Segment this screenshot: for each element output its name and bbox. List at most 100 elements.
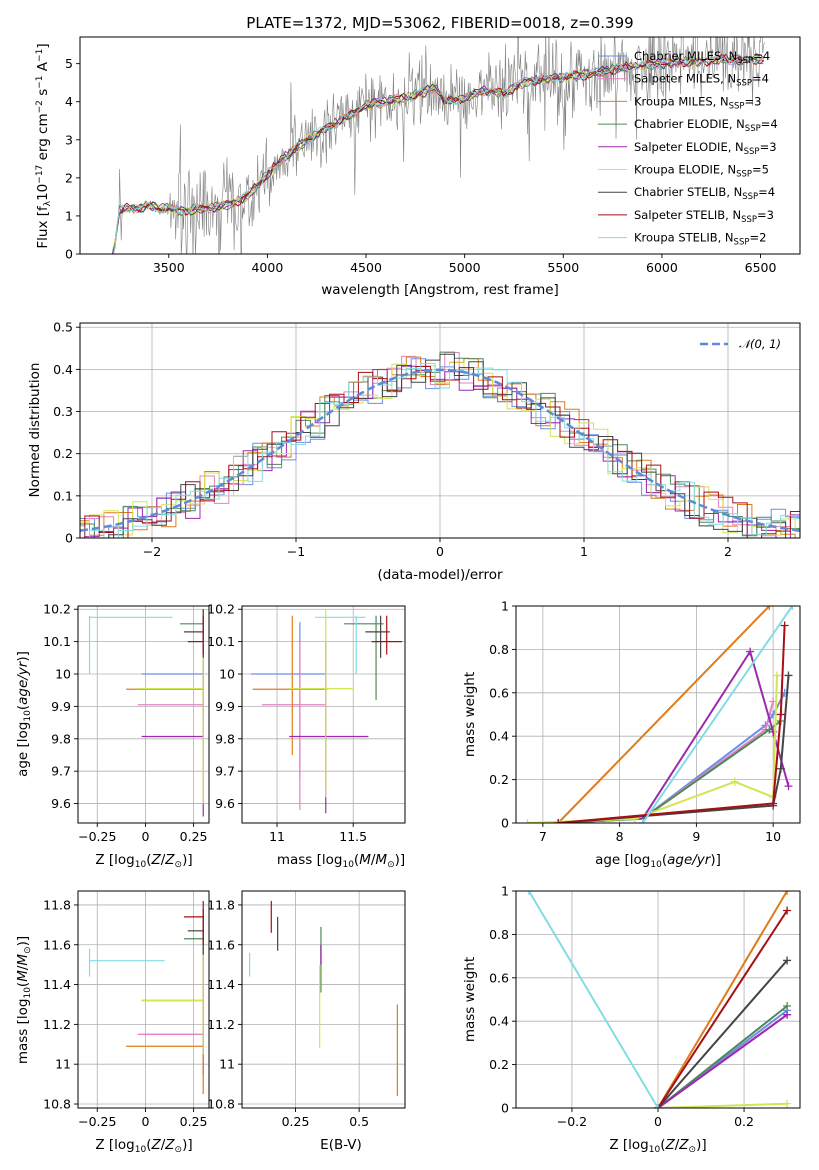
weight-series-line	[558, 692, 786, 823]
residual-histogram	[80, 363, 800, 538]
spectrum-x-axis-label: wavelength [Angstrom, rest frame]	[321, 282, 559, 298]
x-tick-label: −2	[143, 544, 161, 559]
weight-point-marker	[783, 956, 792, 965]
weight-point-marker	[654, 1104, 662, 1108]
y-tick-label: 0	[501, 1101, 509, 1116]
weight-y-axis-label: mass weight	[462, 957, 478, 1042]
weight-point-marker	[783, 906, 792, 915]
y-tick-label: 11.6	[207, 937, 235, 952]
errorbar-plot-area	[88, 609, 204, 817]
x-tick-label: 4000	[251, 260, 283, 275]
residual-histogram	[80, 366, 800, 538]
weight-series-line	[657, 1005, 788, 1108]
y-tick-label: 9.6	[215, 796, 235, 811]
weight-point-marker	[765, 606, 774, 610]
y-tick-label: 9.8	[51, 731, 71, 746]
y-tick-label: 5	[65, 56, 73, 71]
histogram-y-axis-label: Normed distribution	[27, 363, 43, 498]
weight-series-line	[558, 625, 786, 823]
histogram-plot-area	[80, 351, 800, 538]
errorbar-plot-area	[88, 900, 204, 1095]
legend-entry: Kroupa STELIB, NSSP=2	[634, 231, 766, 248]
weight-series-line	[557, 606, 771, 823]
y-tick-label: 10.8	[43, 1097, 71, 1112]
y-tick-label: 0.4	[489, 1014, 509, 1029]
y-tick-label: 11.4	[207, 977, 235, 992]
y-tick-label: 9.7	[51, 764, 71, 779]
y-tick-label: 3	[65, 132, 73, 147]
grid-layer	[78, 323, 800, 1109]
x-tick-label: 6500	[745, 260, 777, 275]
legend-entry: Chabrier STELIB, NSSP=4	[634, 185, 775, 202]
axes-layer: 3500 4000 4500 5000 5500 6000 6500 0 1 2 3 4 5 wavele…	[15, 36, 801, 1155]
x-tick-label: 6000	[646, 260, 678, 275]
y-tick-label: 0.2	[489, 772, 509, 787]
y-tick-label: 0.6	[489, 685, 509, 700]
weight-y-axis-label: mass weight	[462, 672, 478, 757]
x-tick-label: 0	[141, 829, 149, 844]
weight-point-marker	[783, 1002, 792, 1011]
weight-Z-x-axis-label: Z [log10(Z/Z⊙)]	[609, 1137, 706, 1155]
y-tick-label: 2	[65, 170, 73, 185]
y-tick-label: 11.6	[43, 937, 71, 952]
legend-entry: Chabrier MILES, NSSP=4	[634, 49, 770, 66]
legend-entry: Salpeter STELIB, NSSP=3	[634, 208, 774, 225]
y-tick-label: 11	[55, 1057, 71, 1072]
x-tick-label: −0.25	[78, 829, 116, 844]
y-tick-label: 10.1	[43, 634, 71, 649]
mass-EBV-x-axis-label: E(B-V)	[320, 1137, 362, 1153]
y-tick-label: 0	[501, 816, 509, 831]
y-tick-label: 0.4	[489, 729, 509, 744]
y-tick-label: 10.1	[207, 634, 235, 649]
y-tick-label: 0.2	[489, 1057, 509, 1072]
weight-point-marker	[783, 891, 792, 895]
x-tick-label: 5500	[547, 260, 579, 275]
x-tick-label: 0	[436, 544, 444, 559]
weight-point-marker	[524, 891, 533, 895]
x-tick-label: 11.5	[339, 829, 367, 844]
spectrum-plot-area	[112, 37, 765, 254]
weight-point-marker	[772, 671, 781, 680]
spectrum-y-axis-label: Flux [fλ10−17 erg cm−2 s−1 A−1]	[35, 43, 53, 248]
weight-series-line	[558, 675, 790, 823]
weight-point-marker	[523, 819, 532, 823]
x-tick-label: 2	[724, 544, 732, 559]
legend-entry: Chabrier ELODIE, NSSP=4	[634, 117, 778, 134]
y-tick-label: 11.8	[43, 897, 71, 912]
weight-point-marker	[730, 777, 739, 786]
legend-entry: Salpeter ELODIE, NSSP=3	[634, 140, 777, 157]
y-tick-label: 0.1	[53, 488, 73, 503]
x-tick-label: 3500	[153, 260, 185, 275]
x-tick-label: −0.25	[78, 1114, 116, 1129]
y-tick-label: 0.8	[489, 927, 509, 942]
x-tick-label: −0.2	[557, 1114, 587, 1129]
y-tick-label: 11.2	[43, 1017, 71, 1032]
y-tick-label: 9.8	[215, 731, 235, 746]
errorbar-plot-area	[251, 609, 402, 814]
y-tick-label: 1	[501, 884, 509, 899]
normal-reference-curve	[80, 368, 800, 532]
y-tick-label: 0.3	[53, 404, 73, 419]
y-tick-label: 0	[65, 531, 73, 546]
mass-Z-x-axis-label: Z [log10(Z/Z⊙)]	[95, 1137, 192, 1155]
x-tick-label: 0.25	[282, 1114, 310, 1129]
y-tick-label: 10.2	[207, 602, 235, 617]
weight-point-marker	[776, 764, 785, 773]
plot-frame	[515, 605, 801, 824]
x-tick-label: 5000	[449, 260, 481, 275]
y-tick-label: 11.8	[207, 897, 235, 912]
y-tick-label: 0	[65, 247, 73, 262]
weight-point-marker	[780, 621, 789, 630]
weight-point-marker	[784, 671, 793, 680]
x-tick-label: 0	[141, 1114, 149, 1129]
legend-normal-label: 𝒩(0, 1)	[739, 337, 781, 351]
weight-point-marker	[746, 647, 755, 656]
y-tick-label: 10.8	[207, 1097, 235, 1112]
y-tick-label: 10.2	[43, 602, 71, 617]
y-tick-label: 4	[65, 94, 73, 109]
figure-title: PLATE=1372, MJD=53062, FIBERID=0018, z=0…	[246, 14, 633, 32]
y-tick-label: 10	[55, 667, 71, 682]
y-tick-label: 1	[501, 599, 509, 614]
age-mass-x-axis-label: mass [log10(M/M⊙)]	[277, 852, 405, 870]
weight-series-line	[657, 891, 788, 1108]
